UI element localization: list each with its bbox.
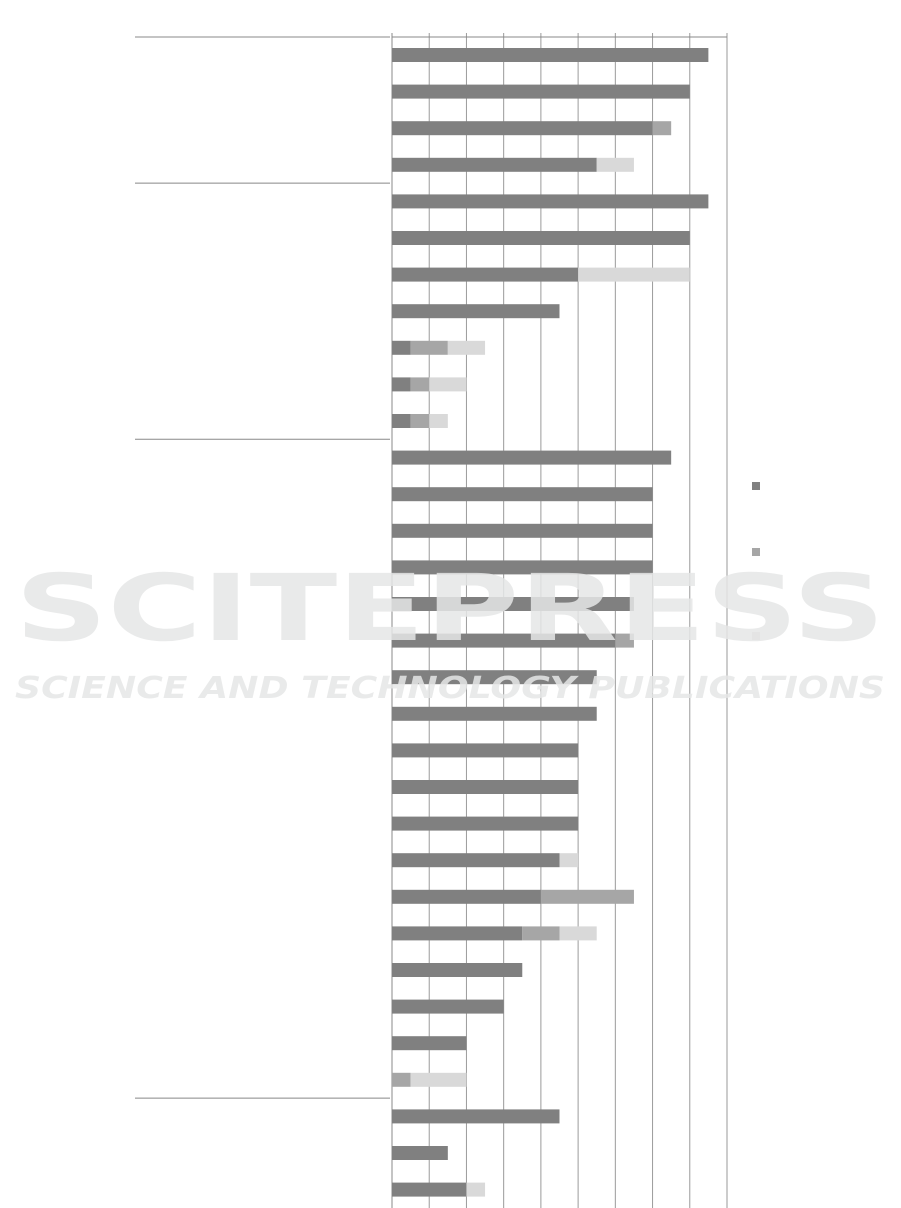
legend-swatch: [752, 482, 760, 490]
bar-segment: [392, 633, 616, 648]
bar-segment: [392, 670, 597, 685]
bar-segment: [540, 889, 634, 904]
bar-segment: [615, 633, 634, 648]
bar-segment: [410, 377, 430, 392]
watermark-line2: SCIENCE AND TECHNOLOGY PUBLICATIONS: [15, 671, 885, 706]
bar-segment: [392, 780, 579, 794]
bar-segment: [392, 560, 653, 575]
bar-segment: [392, 1109, 560, 1124]
bar-segment: [392, 1072, 411, 1087]
bar-segment: [392, 963, 523, 977]
legend-swatch: [752, 632, 760, 640]
bar-segment: [410, 1072, 467, 1087]
bars: [392, 48, 709, 1197]
bar-segment: [429, 377, 467, 392]
bar-segment: [578, 267, 690, 282]
bar-segment: [392, 706, 597, 721]
bar-segment: [392, 450, 672, 465]
bar-segment: [429, 414, 448, 428]
bar-segment: [652, 121, 672, 136]
bar-segment: [392, 1146, 448, 1160]
bar-segment: [392, 414, 411, 428]
group-separators: [135, 36, 390, 1099]
bar-segment: [392, 523, 653, 538]
bar-segment: [410, 414, 430, 428]
bar-segment: [392, 48, 709, 62]
bar-segment: [392, 926, 523, 941]
bar-segment: [410, 340, 448, 355]
bar-segment: [392, 377, 411, 392]
legend-swatch: [752, 548, 760, 556]
bar-segment: [392, 194, 709, 209]
bar-segment: [392, 853, 560, 868]
bar-segment: [392, 816, 579, 831]
bar-segment: [466, 1182, 486, 1197]
bar-segment: [392, 121, 653, 136]
watermark-line1: SCITEPRESS: [15, 555, 885, 662]
bar-segment: [392, 1036, 467, 1051]
grid: [391, 33, 728, 1208]
bar-segment: [596, 157, 634, 172]
bar-segment: [392, 304, 560, 319]
bar-segment: [392, 999, 504, 1014]
bar-segment: [392, 84, 690, 99]
bar-segment: [559, 926, 597, 941]
bar-segment: [392, 597, 634, 611]
bar-segment: [559, 853, 579, 868]
bar-segment: [392, 340, 411, 355]
bar-segment: [392, 487, 653, 502]
bar-segment: [392, 743, 579, 758]
watermark: SCITEPRESS SCIENCE AND TECHNOLOGY PUBLIC…: [15, 555, 885, 706]
bar-segment: [392, 1182, 467, 1197]
bar-segment: [392, 157, 597, 172]
bar-segment: [522, 926, 560, 941]
bar-segment: [392, 231, 690, 245]
bar-segment: [447, 340, 486, 355]
legend: [752, 482, 760, 640]
bar-segment: [392, 889, 541, 904]
bar-segment: [392, 267, 579, 282]
